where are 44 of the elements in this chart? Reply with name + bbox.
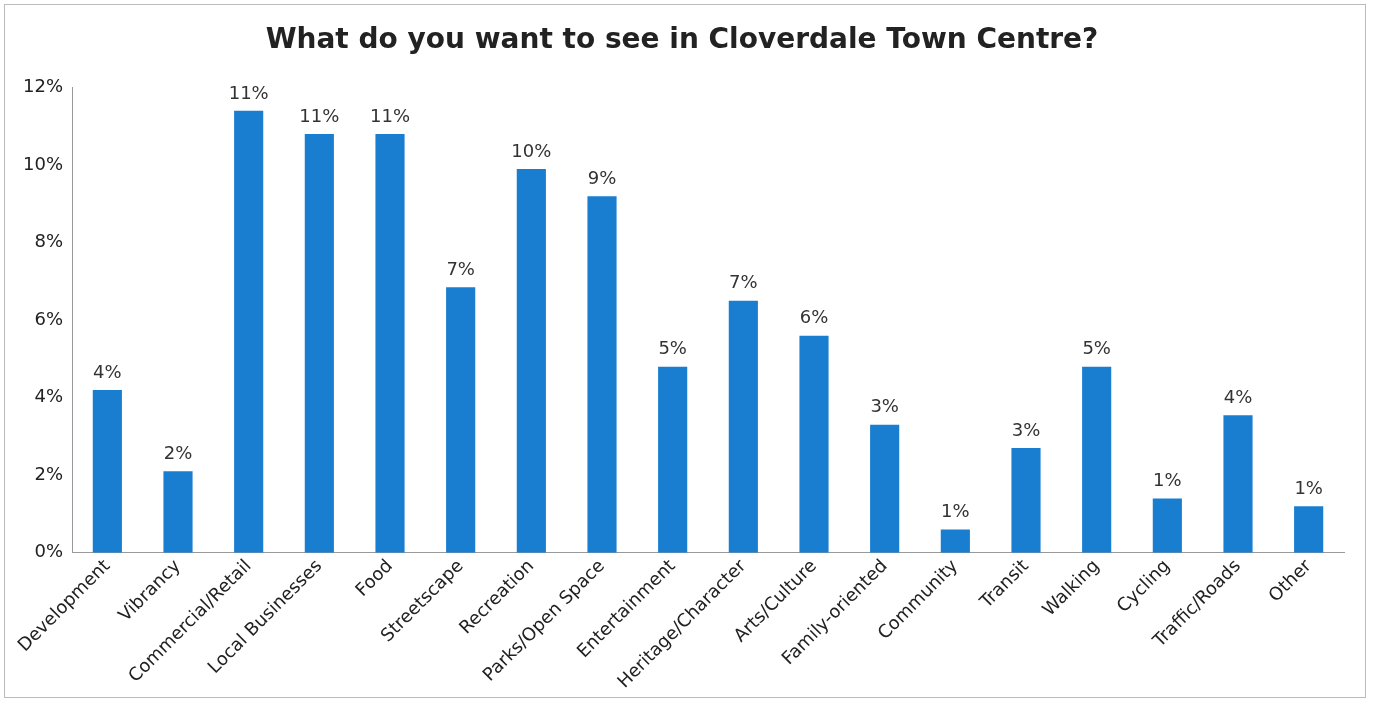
y-tick-label: 12% [22, 75, 64, 97]
bar [516, 169, 546, 553]
data-label: 7% [446, 257, 475, 279]
bar [799, 335, 829, 553]
data-label: 1% [1294, 476, 1323, 498]
data-label: 4% [1223, 385, 1253, 407]
bar [1011, 448, 1041, 553]
bar [587, 196, 617, 553]
bar [728, 300, 758, 553]
bar [1223, 415, 1253, 553]
data-label: 2% [163, 442, 193, 463]
y-tick-label: 0% [34, 540, 64, 562]
data-label: 7% [729, 271, 758, 293]
data-label: 3% [870, 395, 899, 417]
chart-title: What do you want to see in Cloverdale Town Centre? [265, 22, 1099, 56]
bar [234, 110, 264, 553]
data-label: 1% [941, 500, 970, 522]
bar [1294, 506, 1324, 553]
bar [870, 424, 900, 553]
bar [1152, 498, 1182, 553]
data-label: 10% [511, 139, 552, 161]
y-tick-label: 6% [34, 307, 64, 329]
bar [658, 366, 688, 553]
y-tick-label: 2% [34, 462, 64, 484]
bar [163, 471, 193, 553]
data-label: 11% [228, 81, 269, 103]
data-label: 5% [1082, 337, 1111, 359]
data-label: 5% [658, 337, 687, 359]
bar [940, 529, 970, 553]
bar [304, 134, 334, 553]
bar [92, 389, 122, 553]
data-label: 4% [93, 360, 122, 382]
data-label: 9% [587, 166, 617, 188]
data-label: 6% [799, 306, 829, 328]
bar [446, 287, 476, 553]
y-tick-label: 8% [34, 230, 64, 252]
data-label: 11% [299, 104, 340, 126]
bar [1082, 366, 1112, 553]
y-tick-label: 4% [34, 385, 64, 407]
data-label: 1% [1153, 469, 1182, 491]
data-label: 3% [1011, 418, 1041, 440]
y-tick-label: 10% [22, 152, 64, 174]
bar [375, 134, 405, 553]
data-label: 11% [370, 104, 411, 126]
